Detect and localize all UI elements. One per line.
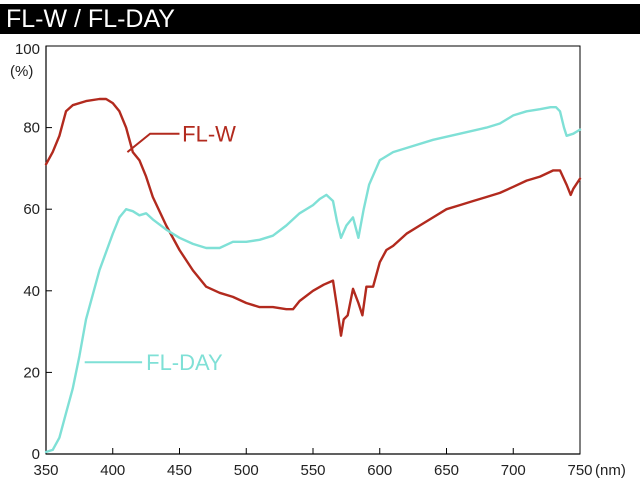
y-tick-label: 40 [23,283,40,300]
y-tick-label: 60 [23,201,40,218]
chart-title: FL-W / FL-DAY [6,5,175,33]
series-line-fl-day [44,105,582,454]
x-tick-label: 350 [33,462,58,479]
x-tick-label: 550 [300,462,325,479]
y-axis-unit-label: (%) [10,63,33,80]
y-tick-label: 20 [23,364,40,381]
plot-frame [45,45,581,455]
annotation-label-fl-w: FL-W [182,122,236,147]
x-tick-label: 700 [501,462,526,479]
x-tick-label: 450 [167,462,192,479]
x-axis-unit-label: (nm) [595,462,626,479]
annotation-label-fl-day: FL-DAY [146,350,223,375]
annotation-leader-line [126,132,180,153]
y-tick-label: 0 [32,446,40,463]
x-tick-label: 600 [367,462,392,479]
x-tick-label: 500 [234,462,259,479]
x-tick-label: 400 [100,462,125,479]
y-tick-label: 80 [23,120,40,137]
x-tick-label: 650 [434,462,459,479]
series-line-fl-w [44,97,582,337]
chart-title-bar: FL-W / FL-DAY [0,4,640,34]
y-tick-label: 100 [15,41,40,58]
x-tick-label: 750 [567,462,592,479]
